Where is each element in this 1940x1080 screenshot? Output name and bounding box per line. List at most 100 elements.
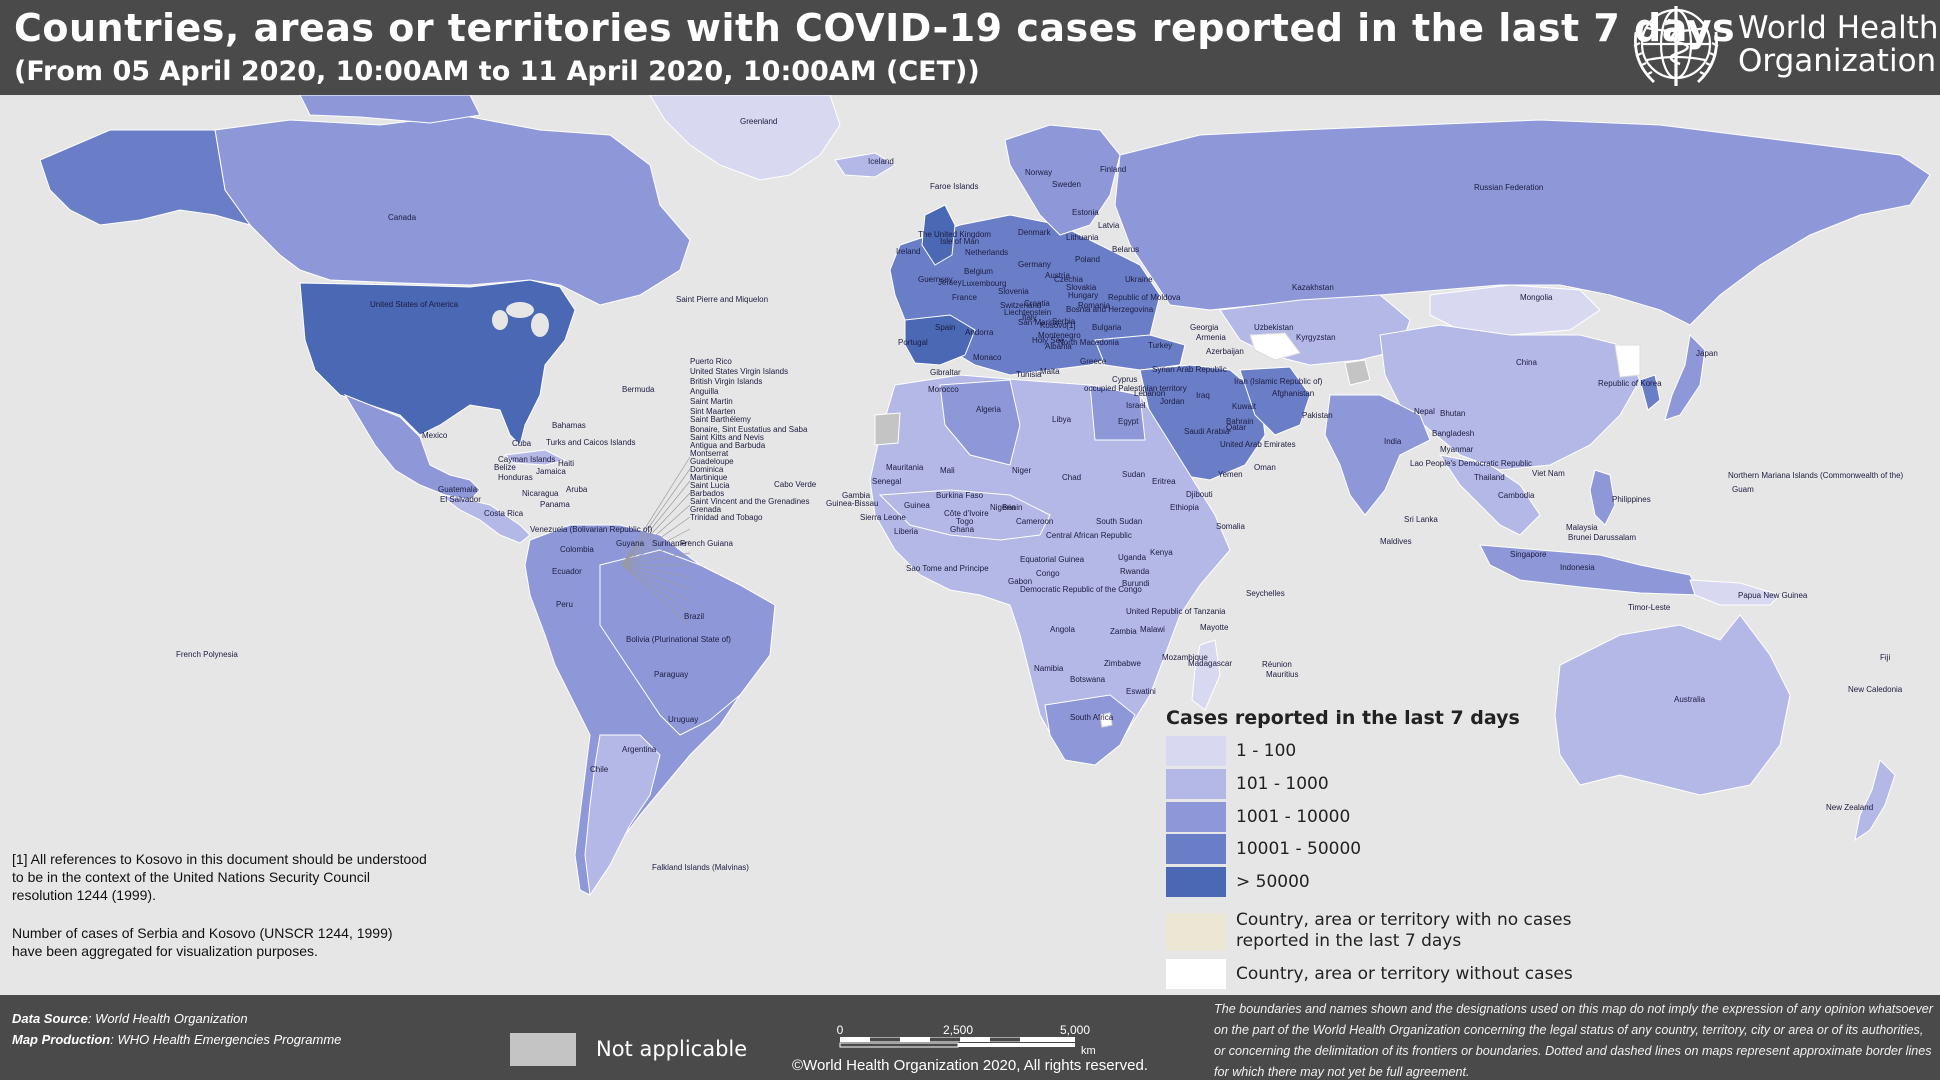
country-label: Guinea bbox=[904, 501, 930, 510]
legend-swatch bbox=[1166, 867, 1226, 897]
country-label: Burundi bbox=[1122, 579, 1150, 588]
country-label: Pakistan bbox=[1302, 411, 1333, 420]
country-label: Belgium bbox=[964, 267, 993, 276]
country-label: Grenada bbox=[690, 505, 722, 514]
country-label: Saint Barthélemy bbox=[690, 415, 751, 424]
country-label: Ireland bbox=[896, 247, 921, 256]
country-label: Jersey bbox=[938, 278, 962, 287]
country-label: Portugal bbox=[898, 338, 928, 347]
country-label: Iraq bbox=[1196, 391, 1210, 400]
country-label: Aruba bbox=[566, 485, 588, 494]
country-label: Saint Vincent and the Grenadines bbox=[690, 497, 810, 506]
country-label: Brunei Darussalam bbox=[1568, 533, 1637, 542]
legend-title: Cases reported in the last 7 days bbox=[1166, 707, 1520, 729]
country-label: Myanmar bbox=[1440, 445, 1474, 454]
country-label: Philippines bbox=[1612, 495, 1651, 504]
country-label: Gibraltar bbox=[930, 368, 961, 377]
country-label: United Arab Emirates bbox=[1220, 440, 1296, 449]
country-label: Venezuela (Bolivarian Republic of) bbox=[530, 525, 653, 534]
country-label: Niger bbox=[1012, 466, 1032, 475]
country-label: Iran (Islamic Republic of) bbox=[1234, 377, 1323, 386]
country-label: Sri Lanka bbox=[1404, 515, 1438, 524]
country-label: Syrian Arab Republic bbox=[1152, 365, 1227, 374]
brazil-shape bbox=[599, 549, 776, 736]
scale-label-0: 0 bbox=[837, 1025, 844, 1037]
country-label: Bonaire, Sint Eustatius and Saba bbox=[690, 425, 808, 434]
country-label: Bermuda bbox=[622, 385, 655, 394]
legend-label: 1 - 100 bbox=[1236, 741, 1297, 761]
country-label: Monaco bbox=[973, 353, 1002, 362]
country-label: Slovenia bbox=[998, 287, 1029, 296]
country-label: Nepal bbox=[1414, 407, 1435, 416]
country-label: Azerbaijan bbox=[1206, 347, 1244, 356]
country-label: Greenland bbox=[740, 117, 778, 126]
country-label: Eswatini bbox=[1126, 687, 1156, 696]
country-label: Kazakhstan bbox=[1292, 283, 1334, 292]
country-label: France bbox=[952, 293, 977, 302]
country-label: Burkina Faso bbox=[936, 491, 984, 500]
country-label: Cuba bbox=[512, 439, 532, 448]
country-label: North Macedonia bbox=[1058, 338, 1119, 347]
country-label: Israel bbox=[1126, 401, 1146, 410]
country-label: occupied Palestinian territory bbox=[1084, 384, 1187, 393]
country-label: New Caledonia bbox=[1848, 685, 1903, 694]
kosovo-note-line-2: to be in the context of the United Natio… bbox=[12, 869, 370, 885]
country-label: Congo bbox=[1036, 569, 1060, 578]
country-label: Cameroon bbox=[1016, 517, 1054, 526]
country-label: Democratic Republic of the Congo bbox=[1020, 585, 1142, 594]
scale-bar-graphic: 0 2,500 5,000 km bbox=[837, 1023, 1096, 1057]
country-label: Thailand bbox=[1474, 473, 1505, 482]
country-label: Papua New Guinea bbox=[1738, 591, 1808, 600]
country-label: Montserrat bbox=[690, 449, 729, 458]
country-label: Malaysia bbox=[1566, 523, 1598, 532]
country-label: Guinea-Bissau bbox=[826, 499, 879, 508]
country-label: Falkland Islands (Malvinas) bbox=[652, 863, 749, 872]
world-map[interactable]: Greenland Iceland Faroe Islands Norway Swede… bbox=[0, 95, 1940, 995]
country-label: Algeria bbox=[976, 405, 1001, 414]
country-label: Luxembourg bbox=[962, 279, 1007, 288]
data-source-label: Data Source bbox=[12, 1011, 88, 1026]
country-label: French Guiana bbox=[680, 539, 733, 548]
scale-label-5000: 5,000 bbox=[1060, 1025, 1090, 1037]
japan-shape bbox=[1664, 333, 1706, 421]
country-label: United Republic of Tanzania bbox=[1126, 607, 1226, 616]
data-source: Data Source: World Health Organization bbox=[12, 1011, 248, 1026]
scale-unit: km bbox=[1081, 1045, 1096, 1055]
country-label: Sao Tome and Principe bbox=[906, 564, 989, 573]
country-label: Bahrain bbox=[1226, 417, 1254, 426]
copyright-notice: ©World Health Organization 2020, All rig… bbox=[792, 1057, 1148, 1074]
country-label: Mexico bbox=[422, 431, 448, 440]
country-label: Northern Mariana Islands (Commonwealth o… bbox=[1728, 471, 1904, 480]
country-label: Kyrgyzstan bbox=[1296, 333, 1336, 342]
footer-bar: Data Source: World Health Organization M… bbox=[0, 995, 1940, 1080]
uk-shape bbox=[921, 204, 956, 266]
country-label: Estonia bbox=[1072, 208, 1099, 217]
kashmir-na-shape bbox=[1344, 359, 1371, 386]
country-label: Benin bbox=[1002, 503, 1023, 512]
country-label: Mayotte bbox=[1200, 623, 1229, 632]
country-label: Gabon bbox=[1008, 577, 1033, 586]
country-label: Oman bbox=[1254, 463, 1276, 472]
country-label: Cyprus bbox=[1112, 375, 1138, 384]
country-label: Serbia bbox=[1052, 317, 1076, 326]
turkey-shape bbox=[1094, 334, 1186, 371]
north-korea-no-cases-shape bbox=[1614, 344, 1641, 378]
country-label: India bbox=[1384, 437, 1402, 446]
country-label: Bangladesh bbox=[1432, 429, 1475, 438]
who-name: World Health Organization bbox=[1738, 10, 1939, 79]
central-america-shape bbox=[439, 494, 531, 544]
legend-swatch bbox=[1166, 802, 1226, 832]
algeria-shape bbox=[939, 379, 1021, 466]
country-label: Slovakia bbox=[1066, 283, 1097, 292]
country-label: Mozambique bbox=[1162, 653, 1208, 662]
country-label: Uruguay bbox=[668, 715, 699, 724]
country-label: Djibouti bbox=[1186, 490, 1213, 499]
country-label: Zimbabwe bbox=[1104, 659, 1141, 668]
serbia-note-line-2: have been aggregated for visualization p… bbox=[12, 943, 318, 959]
country-label: Liechtenstein bbox=[1004, 308, 1052, 317]
country-label: Senegal bbox=[872, 477, 902, 486]
country-label: Australia bbox=[1674, 695, 1706, 704]
country-label: Libya bbox=[1052, 415, 1072, 424]
philippines-shape bbox=[1589, 469, 1616, 526]
new-zealand-shape bbox=[1854, 759, 1896, 842]
